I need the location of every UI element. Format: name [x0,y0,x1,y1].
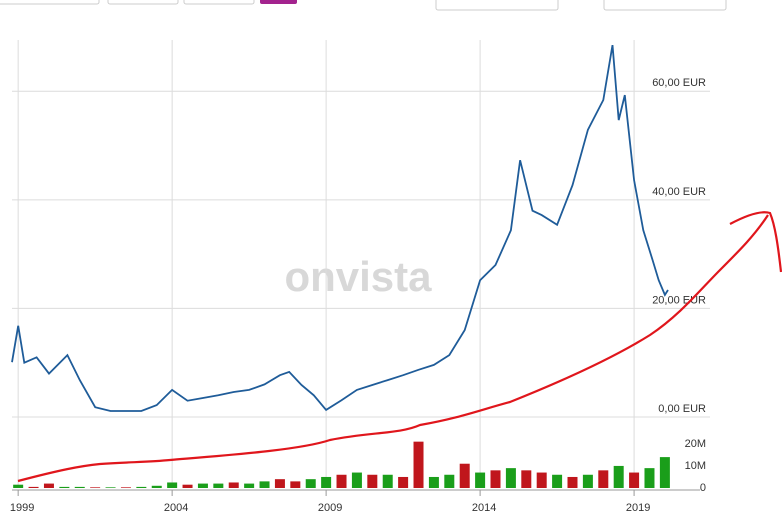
volume-bar [321,476,332,488]
volume-bar [521,470,532,488]
volume-bar [336,474,347,488]
volume-bar [13,484,24,488]
volume-bar [90,487,101,488]
volume-bar [505,468,516,488]
volume-bar [28,486,39,488]
button[interactable] [260,0,297,4]
volume-bar [598,470,609,488]
volume-bar [567,476,578,488]
volume-bar [629,472,640,488]
volume-bar [151,485,162,488]
x-tick-label: 2019 [626,502,650,514]
volume-bar [244,483,255,488]
x-tick-label: 2009 [318,502,342,514]
volume-bar [613,465,624,488]
volume-bar [475,472,486,488]
volume-tick-label: 0 [700,482,706,494]
volume-bar [197,483,208,488]
volume-bar [120,487,131,488]
button[interactable] [183,0,255,5]
y-tick-label: 0,00 EUR [658,403,706,415]
button[interactable] [603,0,727,11]
volume-bar [552,474,563,488]
volume-bar [43,483,54,488]
volume-tick-label: 10M [685,460,706,472]
volume-bar [74,486,85,488]
volume-bar [413,441,424,488]
y-tick-label: 20,00 EUR [652,294,706,306]
volume-bar [428,476,439,488]
volume-bar [259,481,270,488]
volume-bar [444,474,455,488]
volume-bar [659,457,670,488]
y-tick-label: 40,00 EUR [652,186,706,198]
watermark: onvista [284,253,432,300]
volume-bar [490,470,501,488]
volume-bar [459,463,470,488]
button[interactable] [107,0,179,5]
annotation-drawing [17,211,782,483]
volume-bar [105,487,116,488]
volume-bar [182,484,193,488]
volume-bar [305,479,316,488]
button[interactable] [435,0,559,11]
volume-bar [582,474,593,488]
volume-bar [228,482,239,488]
price-line [11,44,669,412]
x-tick-label: 2014 [472,502,496,514]
volume-bar [382,474,393,488]
volume-bar [136,486,147,488]
x-tick-label: 1999 [10,502,34,514]
volume-bar [351,472,362,488]
volume-bar [290,481,301,488]
volume-bar [398,476,409,488]
volume-bar [274,479,285,488]
volume-tick-label: 20M [685,438,706,450]
volume-bar [536,472,547,488]
button[interactable] [0,0,100,5]
volume-bar [59,486,70,488]
volume-bar [213,483,224,488]
volume-bar [367,474,378,488]
x-tick-label: 2004 [164,502,188,514]
volume-bar [644,468,655,488]
volume-bar [167,482,178,488]
y-tick-label: 60,00 EUR [652,77,706,89]
toolbar [0,0,727,11]
